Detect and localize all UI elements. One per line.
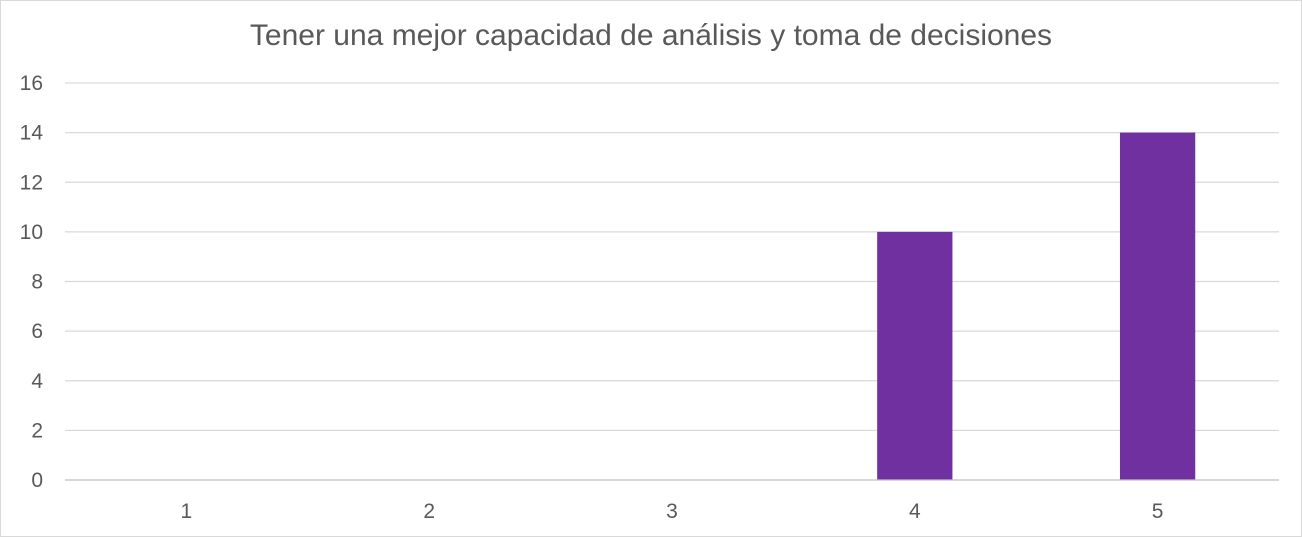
x-tick-label: 2 [423, 500, 435, 523]
y-tick-label: 2 [31, 419, 43, 442]
y-tick-label: 6 [31, 320, 43, 343]
y-tick-label: 12 [20, 171, 43, 194]
x-axis-tick-labels: 1 2 3 4 5 [181, 500, 1164, 523]
y-tick-label: 16 [20, 72, 43, 95]
y-tick-label: 4 [31, 370, 43, 393]
y-axis-tick-labels: 0 2 4 6 8 10 12 14 16 [20, 72, 44, 492]
y-tick-label: 0 [31, 469, 43, 492]
y-tick-label: 14 [20, 122, 44, 145]
bar [877, 231, 953, 480]
bar [1119, 132, 1196, 480]
chart-title: Tener una mejor capacidad de análisis y … [249, 19, 1053, 52]
x-tick-label: 3 [666, 500, 678, 523]
x-tick-label: 4 [909, 500, 921, 523]
gridlines [65, 82, 1279, 432]
y-tick-label: 10 [20, 221, 43, 244]
x-tick-label: 1 [181, 500, 193, 523]
y-tick-label: 8 [31, 271, 43, 294]
x-tick-label: 5 [1152, 500, 1164, 523]
bars [877, 132, 1196, 480]
